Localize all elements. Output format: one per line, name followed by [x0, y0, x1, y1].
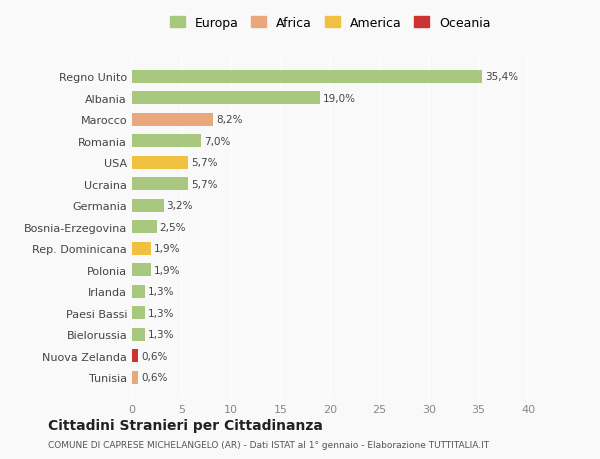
Bar: [132, 135, 202, 148]
Text: 8,2%: 8,2%: [216, 115, 242, 125]
Text: 35,4%: 35,4%: [485, 72, 518, 82]
Text: 7,0%: 7,0%: [204, 136, 230, 146]
Bar: [132, 328, 145, 341]
Text: 1,9%: 1,9%: [154, 265, 180, 275]
Bar: [132, 371, 138, 384]
Text: 1,3%: 1,3%: [148, 330, 175, 339]
Legend: Europa, Africa, America, Oceania: Europa, Africa, America, Oceania: [170, 17, 490, 29]
Bar: [132, 113, 213, 127]
Text: 1,3%: 1,3%: [148, 286, 175, 297]
Bar: [132, 349, 138, 362]
Text: 0,6%: 0,6%: [141, 372, 167, 382]
Bar: [132, 221, 157, 234]
Bar: [132, 285, 145, 298]
Text: 5,7%: 5,7%: [191, 179, 218, 189]
Bar: [132, 263, 151, 276]
Bar: [132, 71, 482, 84]
Bar: [132, 307, 145, 319]
Text: Cittadini Stranieri per Cittadinanza: Cittadini Stranieri per Cittadinanza: [48, 418, 323, 432]
Text: 5,7%: 5,7%: [191, 158, 218, 168]
Text: COMUNE DI CAPRESE MICHELANGELO (AR) - Dati ISTAT al 1° gennaio - Elaborazione TU: COMUNE DI CAPRESE MICHELANGELO (AR) - Da…: [48, 441, 489, 449]
Bar: [132, 157, 188, 169]
Bar: [132, 92, 320, 105]
Bar: [132, 199, 164, 212]
Bar: [132, 178, 188, 191]
Bar: [132, 242, 151, 255]
Text: 0,6%: 0,6%: [141, 351, 167, 361]
Text: 19,0%: 19,0%: [323, 94, 356, 104]
Text: 1,9%: 1,9%: [154, 244, 180, 254]
Text: 1,3%: 1,3%: [148, 308, 175, 318]
Text: 2,5%: 2,5%: [160, 222, 186, 232]
Text: 3,2%: 3,2%: [167, 201, 193, 211]
